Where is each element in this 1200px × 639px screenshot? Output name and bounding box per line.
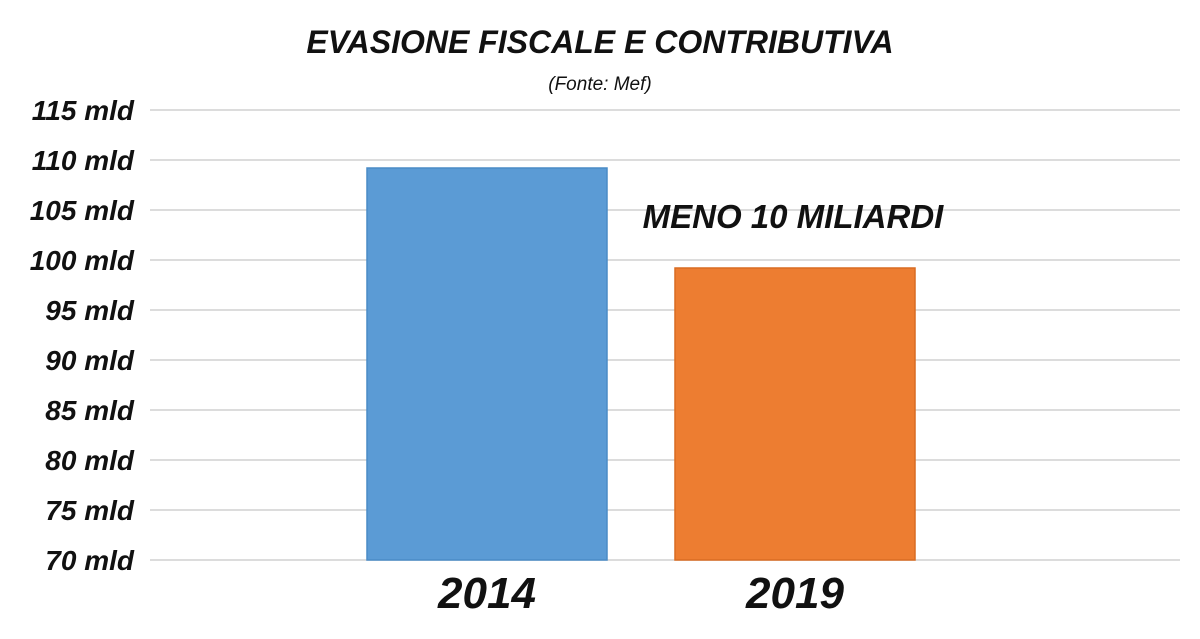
chart-subtitle: (Fonte: Mef) (548, 74, 652, 95)
bar-2014 (366, 167, 608, 561)
y-tick-label: 110 mld (32, 145, 135, 176)
gridlines (150, 109, 1180, 561)
chart-title: EVASIONE FISCALE E CONTRIBUTIVA (306, 24, 894, 60)
y-tick-label: 105 mld (30, 195, 135, 226)
y-tick-label: 95 mld (45, 295, 135, 326)
bars (366, 167, 916, 561)
x-axis-labels: 2014 2019 (437, 569, 844, 618)
y-tick-label: 115 mld (32, 95, 135, 126)
y-tick-label: 90 mld (45, 345, 135, 376)
y-tick-label: 100 mld (30, 245, 135, 276)
x-category-label: 2019 (745, 569, 844, 618)
annotation-label: MENO 10 MILIARDI (643, 198, 945, 235)
y-tick-label: 75 mld (45, 495, 135, 526)
bar-2019 (674, 267, 916, 561)
x-category-label: 2014 (437, 569, 536, 618)
y-tick-label: 85 mld (45, 395, 135, 426)
y-axis-ticks: 70 mld 75 mld 80 mld 85 mld 90 mld 95 mld 100 … (30, 95, 135, 576)
y-tick-label: 80 mld (45, 445, 135, 476)
y-tick-label: 70 mld (45, 545, 135, 576)
